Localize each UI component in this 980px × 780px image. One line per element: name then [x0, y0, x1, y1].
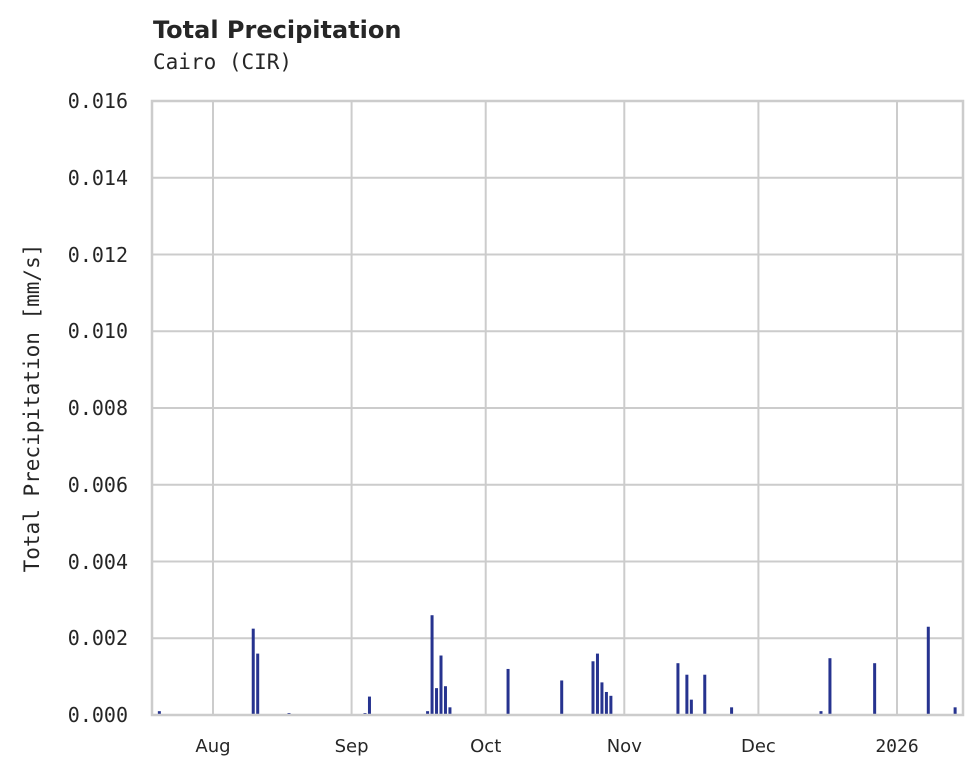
precipitation-bar: [560, 680, 564, 715]
chart-subtitle: Cairo (CIR): [153, 50, 293, 74]
precipitation-bar: [953, 707, 957, 715]
precipitation-bar: [591, 661, 595, 715]
precipitation-bar: [443, 686, 447, 715]
y-tick-label: 0.004: [67, 549, 128, 574]
y-tick-label: 0.010: [67, 319, 128, 344]
y-tick-label: 0.014: [67, 165, 128, 190]
precipitation-bar: [367, 696, 371, 715]
precipitation-bar: [828, 658, 832, 715]
precipitation-bar: [819, 711, 823, 715]
precipitation-bar: [448, 707, 452, 715]
precipitation-bar: [926, 626, 930, 715]
y-tick-label: 0.000: [67, 703, 128, 727]
precipitation-bar: [256, 653, 260, 715]
precipitation-bar: [157, 711, 161, 715]
chart-title: Total Precipitation: [153, 16, 402, 44]
precipitation-bar: [430, 615, 434, 715]
x-tick-label: Aug: [195, 736, 231, 757]
precipitation-bar: [604, 691, 608, 715]
y-tick-label: 0.006: [67, 472, 128, 497]
precipitation-bar: [595, 653, 599, 715]
y-tick-label: 0.002: [67, 626, 128, 651]
precipitation-bar: [426, 711, 430, 715]
precipitation-bar: [439, 655, 443, 715]
x-tick-label: Oct: [470, 736, 502, 757]
precipitation-bar: [251, 628, 255, 715]
precipitation-bar: [873, 663, 877, 715]
x-tick-label: Sep: [334, 736, 369, 757]
precipitation-bar: [689, 699, 693, 715]
y-tick-label: 0.008: [67, 396, 128, 420]
bars: [157, 615, 957, 715]
y-tick-label: 0.016: [67, 89, 128, 113]
x-tick-label: Dec: [740, 736, 776, 757]
plot-frame: [150, 99, 965, 717]
x-tick-label: 2026: [875, 736, 919, 757]
precipitation-bar: [676, 663, 680, 715]
precipitation-bar: [435, 688, 439, 715]
y-tick-label: 0.012: [67, 242, 128, 267]
gridlines: [152, 100, 963, 716]
precipitation-bar: [506, 668, 510, 715]
precipitation-bar: [600, 682, 604, 715]
precipitation-bar: [730, 707, 734, 715]
precipitation-bar: [685, 674, 689, 715]
x-tick-label: Nov: [606, 736, 642, 757]
precipitation-bar: [703, 674, 707, 715]
precipitation-bar: [609, 695, 613, 715]
